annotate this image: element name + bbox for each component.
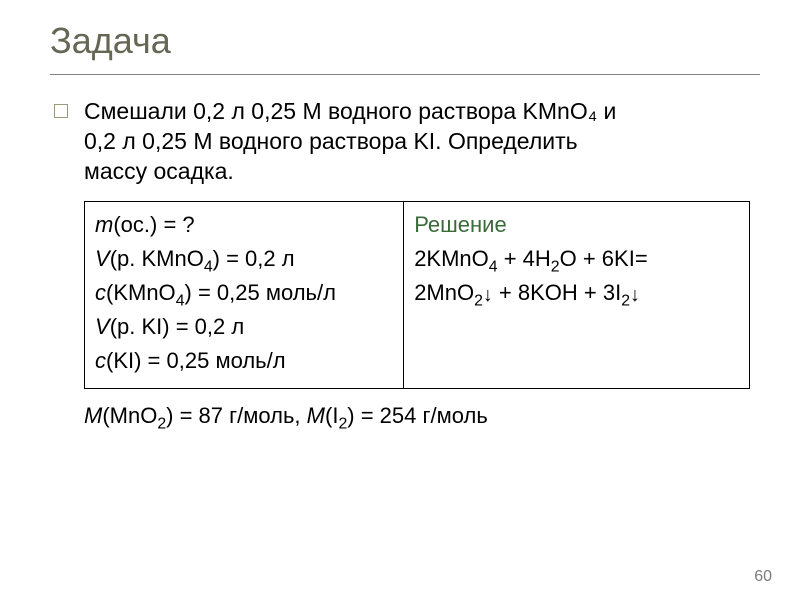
txt: (KI) = 0,25 моль/л: [106, 348, 286, 373]
precipitate-arrow-icon: ↓: [630, 280, 640, 311]
molar-masses: M(MnO2) = 87 г/моль, M(I2) = 254 г/моль: [84, 403, 760, 429]
bullet-square-icon: [54, 104, 68, 118]
txt: + 4H: [498, 246, 551, 271]
var-m-molar: M: [84, 403, 102, 428]
problem-block: Смешали 0,2 л 0,25 М водного раствора KM…: [50, 97, 760, 187]
txt: (р. KI) = 0,2 л: [110, 314, 245, 339]
txt: 2MnO: [414, 280, 474, 305]
sub: 4: [489, 258, 498, 275]
txt: + 8KOH + 3I: [493, 280, 621, 305]
slide: Задача Смешали 0,2 л 0,25 М водного раст…: [0, 0, 800, 600]
given-line-2: V(р. KMnO4) = 0,2 л: [95, 242, 393, 276]
txt: ) = 87 г/моль,: [166, 403, 307, 428]
txt: (MnO: [102, 403, 157, 428]
problem-text: Смешали 0,2 л 0,25 М водного раствора KM…: [84, 97, 616, 187]
problem-line-2: 0,2 л 0,25 М водного раствора KI. Опреде…: [84, 128, 578, 154]
txt: ) = 254 г/моль: [347, 403, 488, 428]
txt: 2KMnO: [414, 246, 489, 271]
sub: 2: [157, 416, 166, 433]
sub: 4: [176, 292, 185, 309]
given-cell: m(ос.) = ? V(р. KMnO4) = 0,2 л c(KMnO4) …: [85, 201, 404, 388]
txt: ) = 0,2 л: [213, 246, 295, 271]
precipitate-arrow-icon: ↓: [483, 280, 493, 311]
txt: (р. KMnO: [110, 246, 204, 271]
txt: (KMnO: [106, 280, 176, 305]
var-c: c: [95, 280, 106, 305]
given-line-1: m(ос.) = ?: [95, 208, 393, 242]
var-m: m: [95, 212, 113, 237]
txt: (I: [325, 403, 338, 428]
sub: 2: [621, 292, 630, 309]
title-area: Задача: [50, 20, 760, 75]
sub: 2: [338, 416, 347, 433]
problem-line-3: массу осадка.: [84, 158, 234, 184]
var-m-molar: M: [307, 403, 325, 428]
given-line-5: c(KI) = 0,25 моль/л: [95, 344, 393, 378]
sub: 2: [551, 258, 560, 275]
sub: 2: [474, 292, 483, 309]
table-row: m(ос.) = ? V(р. KMnO4) = 0,2 л c(KMnO4) …: [85, 201, 750, 388]
problem-table: m(ос.) = ? V(р. KMnO4) = 0,2 л c(KMnO4) …: [84, 201, 750, 389]
var-v: V: [95, 314, 110, 339]
equation-line-2: 2MnO2↓ + 8KOH + 3I2↓: [414, 276, 739, 310]
txt: O + 6KI=: [560, 246, 648, 271]
var-v: V: [95, 246, 110, 271]
given-line-4: V(р. KI) = 0,2 л: [95, 310, 393, 344]
table-wrap: m(ос.) = ? V(р. KMnO4) = 0,2 л c(KMnO4) …: [84, 201, 750, 389]
slide-title: Задача: [50, 20, 760, 62]
sub: 4: [204, 258, 213, 275]
page-number: 60: [754, 568, 772, 586]
var-c: c: [95, 348, 106, 373]
solution-label: Решение: [414, 208, 739, 242]
equation-line-1: 2KMnO4 + 4H2O + 6KI=: [414, 242, 739, 276]
given-line-3: c(KMnO4) = 0,25 моль/л: [95, 276, 393, 310]
txt: ) = 0,25 моль/л: [185, 280, 336, 305]
problem-line-1: Смешали 0,2 л 0,25 М водного раствора KM…: [84, 98, 616, 124]
solution-cell: Решение 2KMnO4 + 4H2O + 6KI= 2MnO2↓ + 8K…: [404, 201, 750, 388]
txt: (ос.) = ?: [113, 212, 194, 237]
